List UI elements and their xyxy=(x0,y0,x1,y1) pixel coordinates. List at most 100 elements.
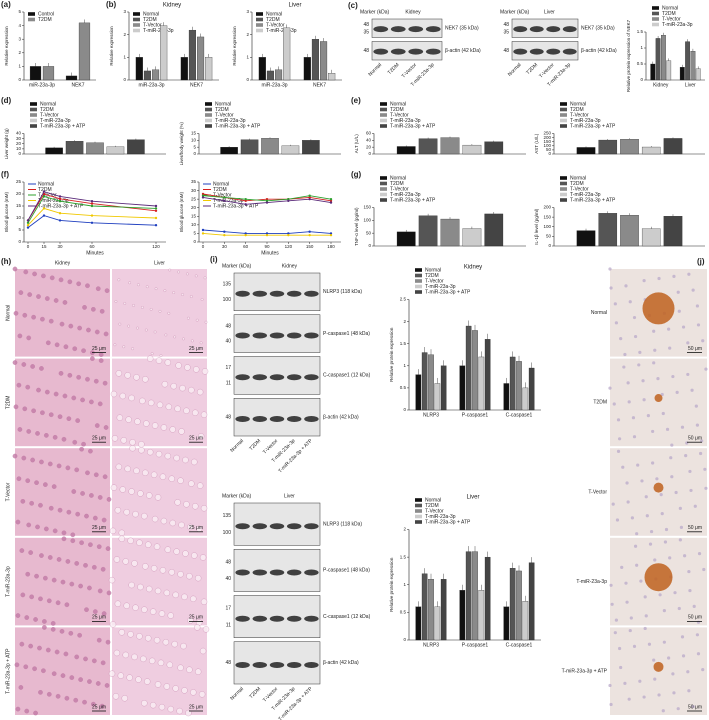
legend-label: Normal xyxy=(425,497,441,503)
blot-lane-label: Normal xyxy=(507,62,523,78)
bar xyxy=(421,352,428,411)
blot-band xyxy=(269,661,285,668)
bar xyxy=(663,138,683,155)
blot-band xyxy=(513,26,528,33)
tissue-texture xyxy=(27,292,33,297)
tissue-texture xyxy=(114,300,118,303)
panel-label: (a) xyxy=(1,0,11,9)
tissue-texture xyxy=(68,323,74,329)
blot-marker: 35 xyxy=(363,29,369,35)
tissue-texture xyxy=(63,651,69,657)
tissue-texture xyxy=(65,465,71,471)
tissue-texture xyxy=(108,670,116,677)
blot-band xyxy=(408,26,424,33)
x-tick-label: 180 xyxy=(327,244,335,249)
tissue-texture xyxy=(182,337,185,341)
tissue-texture xyxy=(63,344,69,350)
tissue-texture xyxy=(196,482,204,489)
tissue-texture xyxy=(110,484,118,491)
tissue-texture xyxy=(157,659,165,666)
scale-label: 25 μm xyxy=(92,436,106,442)
blot-marker: 48 xyxy=(363,22,369,28)
bar xyxy=(319,41,328,81)
tissue-texture xyxy=(679,525,684,529)
legend-label: T-Vector xyxy=(570,112,589,118)
y-tick-label: 3 xyxy=(18,36,21,41)
row-label: T-miR-23a-3p + ATP xyxy=(562,669,608,675)
tissue-texture xyxy=(50,621,56,626)
legend-swatch xyxy=(560,192,567,197)
tissue-texture xyxy=(667,656,671,660)
bar xyxy=(509,356,516,411)
legend-swatch xyxy=(133,28,140,33)
bar xyxy=(484,213,504,247)
blot-band xyxy=(269,569,285,576)
legend-label: T2DM xyxy=(143,17,157,23)
blot-marker: 11 xyxy=(226,622,231,628)
y-tick-label: 2 xyxy=(403,527,406,532)
bar xyxy=(127,139,145,155)
tissue-texture xyxy=(115,370,123,377)
tissue-texture xyxy=(118,535,125,542)
legend-label: T2DM xyxy=(213,187,227,193)
tissue-texture xyxy=(68,630,74,636)
tissue-texture xyxy=(672,691,676,695)
tissue-texture xyxy=(190,595,197,602)
point xyxy=(201,228,205,232)
panel-label: (b) xyxy=(106,0,117,9)
y-tick-label: 30 xyxy=(191,188,197,193)
y-tick-label: 1 xyxy=(18,64,21,69)
blot-band xyxy=(513,48,528,55)
blot-marker: 17 xyxy=(225,606,231,612)
point xyxy=(308,233,311,237)
tissue-texture xyxy=(34,573,39,579)
tissue-texture xyxy=(627,697,631,701)
bar xyxy=(528,562,535,641)
legend-swatch xyxy=(415,284,422,289)
bar xyxy=(396,231,416,247)
blot-band xyxy=(390,26,406,33)
point xyxy=(244,232,247,235)
blot-band xyxy=(546,26,561,33)
bar xyxy=(576,147,596,155)
tissue-texture xyxy=(97,495,103,500)
y-tick-label: 5 xyxy=(18,9,21,14)
bar xyxy=(86,142,104,155)
blot-marker: 100 xyxy=(223,297,232,303)
bar xyxy=(522,387,529,411)
tissue-texture xyxy=(653,558,657,562)
tissue-texture xyxy=(28,643,34,649)
point xyxy=(26,221,30,224)
tissue-texture xyxy=(686,670,690,674)
tissue-texture xyxy=(43,575,48,581)
tissue-texture xyxy=(93,472,99,478)
point xyxy=(265,232,269,235)
row-label: T-Vector xyxy=(588,489,607,495)
legend-label: T-Vector xyxy=(390,112,409,118)
tissue-texture xyxy=(74,561,80,566)
tissue-texture xyxy=(118,529,125,536)
scale-label: 25 μm xyxy=(189,346,203,352)
tissue-texture xyxy=(136,633,143,640)
tissue-texture xyxy=(53,391,59,397)
blot-strip xyxy=(511,18,579,38)
histology-image xyxy=(112,537,207,626)
islet-stain xyxy=(654,394,663,403)
panel-label: (i) xyxy=(210,255,218,264)
tissue-texture xyxy=(103,331,109,337)
bar xyxy=(440,365,447,411)
x-tick-label: P-caspase1 xyxy=(462,412,489,418)
blot-row-label: β-actin (42 kDa) xyxy=(581,48,617,54)
tissue-texture xyxy=(616,418,621,422)
x-tick-label: NLRP3 xyxy=(423,642,439,648)
blot-band xyxy=(529,26,544,33)
bar xyxy=(650,63,656,81)
tissue-texture xyxy=(194,274,198,278)
tissue-texture xyxy=(82,699,87,705)
tissue-texture xyxy=(667,327,671,331)
row-label: T-miR-23a-3p xyxy=(5,566,11,597)
tissue-texture xyxy=(60,579,66,585)
y-tick-label: 0 xyxy=(548,243,551,248)
tissue-texture xyxy=(48,505,54,511)
legend-swatch xyxy=(256,28,263,33)
